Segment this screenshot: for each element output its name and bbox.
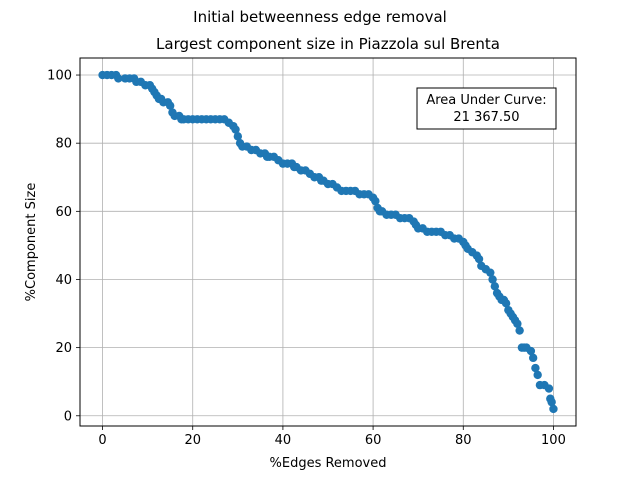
data-point bbox=[526, 346, 536, 356]
data-point bbox=[231, 125, 240, 134]
annotation-line-1: Area Under Curve: bbox=[426, 93, 546, 108]
x-tick-label: 0 bbox=[98, 433, 106, 448]
y-tick-label: 60 bbox=[55, 205, 72, 220]
data-point bbox=[533, 370, 542, 380]
y-tick-label: 0 bbox=[64, 409, 72, 424]
auc-annotation: Area Under Curve: 21 367.50 bbox=[416, 87, 557, 130]
plot-frame bbox=[79, 57, 577, 427]
data-point bbox=[490, 282, 500, 291]
y-tick-label: 80 bbox=[55, 137, 72, 152]
y-tick-label: 100 bbox=[47, 69, 72, 84]
x-tick-label: 80 bbox=[455, 433, 472, 448]
data-point bbox=[528, 353, 538, 363]
data-point bbox=[114, 74, 123, 83]
data-point bbox=[547, 397, 556, 407]
y-tick-label: 40 bbox=[55, 273, 72, 288]
y-axis-ticks: 0 20 40 60 80 100 bbox=[47, 69, 80, 424]
chart-suptitle: Initial betweenness edge removal bbox=[193, 8, 447, 26]
data-point bbox=[544, 384, 554, 393]
data-point bbox=[531, 363, 540, 373]
x-tick-label: 100 bbox=[541, 433, 566, 448]
chart-title: Largest component size in Piazzola sul B… bbox=[156, 35, 500, 53]
data-point bbox=[165, 101, 175, 110]
data-point bbox=[474, 254, 484, 264]
data-point bbox=[513, 319, 522, 328]
x-tick-label: 40 bbox=[275, 433, 292, 448]
data-point bbox=[233, 132, 243, 141]
data-point bbox=[486, 268, 495, 277]
data-point bbox=[501, 299, 511, 308]
annotation-line-2: 21 367.50 bbox=[453, 110, 519, 125]
y-axis-label: %Component Size bbox=[24, 183, 39, 302]
x-axis-label: %Edges Removed bbox=[270, 456, 387, 471]
data-points bbox=[98, 70, 558, 414]
annotation-box bbox=[416, 87, 557, 130]
data-point bbox=[488, 275, 497, 284]
y-tick-label: 20 bbox=[55, 341, 72, 356]
data-point bbox=[549, 404, 558, 414]
x-tick-label: 20 bbox=[184, 433, 201, 448]
data-point bbox=[515, 326, 524, 335]
x-axis-ticks: 0 20 40 60 80 100 bbox=[98, 426, 566, 448]
x-tick-label: 60 bbox=[365, 433, 382, 448]
data-point bbox=[371, 196, 380, 206]
